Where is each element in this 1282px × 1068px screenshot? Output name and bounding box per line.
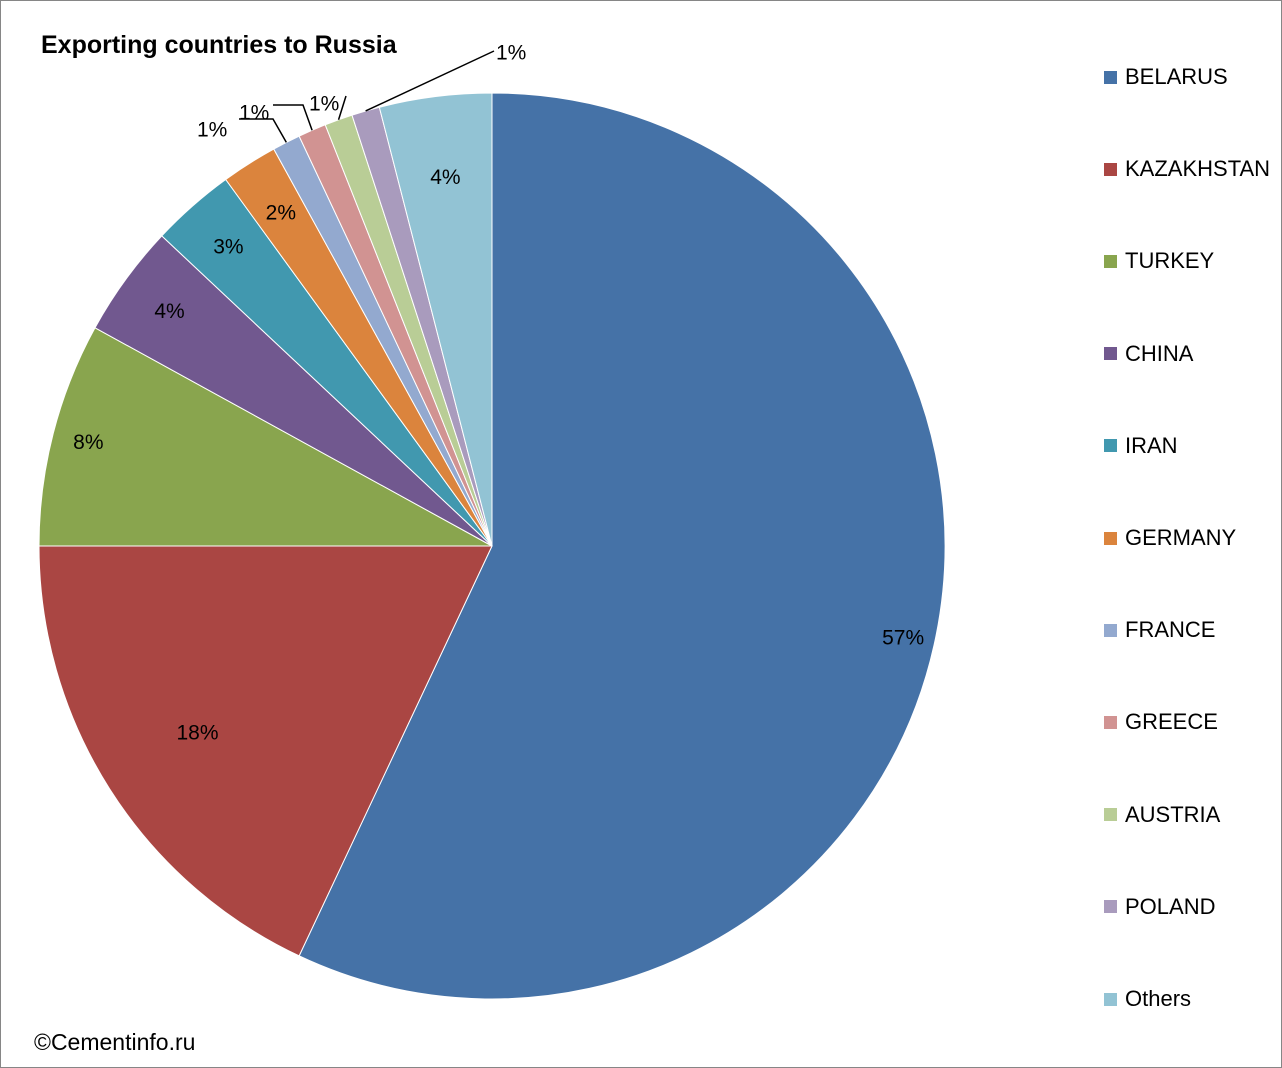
legend-item-iran: IRAN: [1104, 430, 1178, 462]
legend-label: IRAN: [1125, 432, 1178, 458]
legend-label: BELARUS: [1125, 64, 1228, 89]
legend-item-austria: AUSTRIA: [1104, 799, 1220, 831]
legend-swatch: [1104, 439, 1117, 453]
legend-swatch: [1104, 531, 1117, 545]
legend-item-france: FRANCE: [1104, 614, 1215, 646]
legend-label: AUSTRIA: [1125, 801, 1221, 827]
legend-label: TURKEY: [1125, 248, 1215, 274]
legend-item-greece: GREECE: [1104, 706, 1218, 738]
legend-item-kazakhstan: KAZAKHSTAN: [1104, 153, 1270, 185]
legend-item-poland: POLAND: [1104, 891, 1215, 923]
legend-item-turkey: TURKEY: [1104, 245, 1214, 277]
legend-item-belarus: BELARUS: [1104, 61, 1228, 93]
legend-item-others: Others: [1104, 983, 1191, 1015]
legend-swatch: [1104, 715, 1117, 729]
legend-swatch: [1104, 992, 1117, 1006]
pie-slice-others: [378, 92, 493, 547]
legend-swatch: [1104, 900, 1117, 914]
slice-label-china: 4%: [154, 300, 184, 323]
chart-title: Exporting countries to Russia: [41, 31, 397, 59]
legend-swatch: [1104, 347, 1117, 361]
leader-line-poland: [365, 50, 495, 112]
leader-line-austria: [337, 95, 347, 121]
legend-label: GERMANY: [1125, 525, 1237, 550]
legend-item-china: CHINA: [1104, 338, 1193, 370]
pie-slice-belarus: [298, 92, 946, 1000]
slice-label-kazakhstan: 18%: [176, 721, 218, 744]
legend-label: Others: [1125, 986, 1192, 1011]
copyright-credit: ©Cementinfo.ru: [34, 1029, 196, 1055]
legend-label: GREECE: [1125, 709, 1218, 735]
leader-line-france: [239, 118, 287, 143]
pie-slice-kazakhstan: [38, 545, 493, 957]
legend-swatch: [1104, 808, 1117, 822]
slice-label-iran: 3%: [213, 235, 243, 258]
legend-label: FRANCE: [1125, 617, 1216, 643]
slice-label-turkey: 8%: [73, 431, 103, 454]
legend-swatch: [1104, 623, 1117, 637]
legend-swatch: [1104, 70, 1117, 84]
slice-label-greece: 1%: [239, 102, 269, 125]
legend-swatch: [1104, 162, 1117, 176]
slice-label-others: 4%: [430, 166, 460, 189]
leader-line-greece: [273, 104, 313, 131]
legend-item-germany: GERMANY: [1104, 522, 1236, 554]
slice-label-germany: 2%: [266, 202, 296, 225]
slice-label-france: 1%: [197, 119, 227, 142]
legend-label: CHINA: [1125, 340, 1194, 366]
legend-swatch: [1104, 254, 1117, 268]
legend-label: KAZAKHSTAN: [1125, 156, 1271, 182]
slice-label-poland: 1%: [496, 42, 526, 65]
slice-label-austria: 1%: [309, 93, 339, 116]
legend-label: POLAND: [1125, 893, 1216, 919]
pie-slice-turkey: [38, 327, 493, 547]
slice-label-belarus: 57%: [882, 626, 924, 649]
